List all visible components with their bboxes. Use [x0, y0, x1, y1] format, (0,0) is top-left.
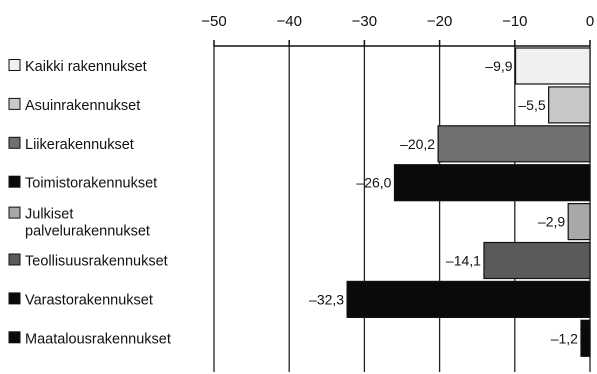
category-label: Maatalousrakennukset	[25, 331, 171, 347]
value-label: –32,3	[309, 291, 344, 307]
category-label: Kaikki rakennukset	[25, 59, 147, 75]
value-label: –1,2	[551, 330, 578, 346]
value-label: –9,9	[485, 58, 512, 74]
legend-swatch	[8, 292, 21, 305]
legend-swatch	[8, 59, 21, 71]
value-label: –14,1	[446, 253, 481, 269]
legend-swatch	[8, 97, 21, 110]
bars	[346, 47, 591, 357]
x-tick-label: 0	[586, 13, 594, 30]
legend-swatch	[8, 136, 21, 149]
x-tick-label: −50	[201, 13, 226, 30]
value-label: –26,0	[356, 175, 391, 191]
category-label: Varastorakennukset	[25, 292, 153, 308]
bar	[483, 241, 591, 280]
legend-swatch	[8, 175, 21, 188]
category-label: Teollisuusrakennukset	[25, 254, 168, 270]
category-label: Julkiset	[25, 207, 73, 223]
bar	[393, 164, 591, 202]
x-axis: −50 −40 −30 −20 −10 0	[201, 13, 594, 47]
value-label: –2,9	[538, 214, 565, 230]
legend-swatch	[8, 253, 21, 266]
x-tick-label: −20	[427, 13, 452, 30]
category-label: Toimistorakennukset	[25, 176, 157, 192]
category-label: Asuinrakennukset	[25, 98, 140, 114]
bar	[514, 47, 591, 85]
value-label: –5,5	[518, 97, 545, 113]
grid-lines	[213, 46, 591, 372]
category-label: palvelurakennukset	[25, 224, 150, 240]
bar	[346, 280, 591, 318]
value-labels: –9,9 –5,5 –20,2 –26,0 –2,9 –14,1 –32,3 –1,2	[309, 58, 578, 346]
bar	[548, 86, 591, 124]
category-label: Liikerakennukset	[25, 137, 134, 153]
x-tick-label: −30	[352, 13, 377, 30]
value-label: –20,2	[400, 136, 435, 152]
legend-swatch	[8, 331, 21, 344]
x-tick-label: −10	[502, 13, 527, 30]
legend: Kaikki rakennukset Asuinrakennukset Liiker…	[8, 59, 171, 347]
legend-swatch	[8, 206, 21, 219]
bar	[567, 203, 591, 241]
x-tick-label: −40	[276, 13, 301, 30]
bar	[580, 319, 591, 357]
bar	[437, 125, 591, 163]
